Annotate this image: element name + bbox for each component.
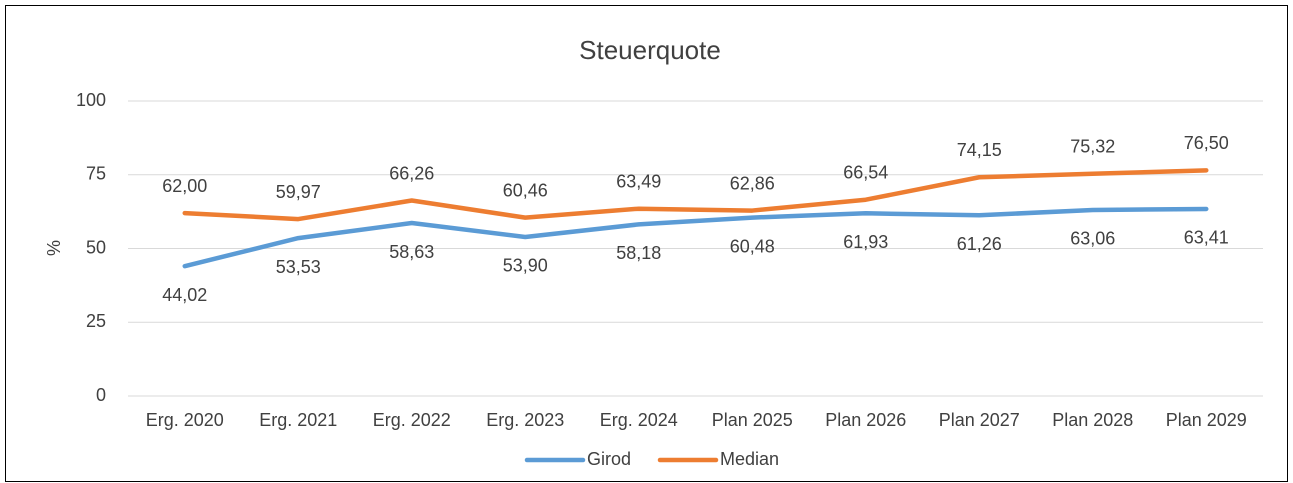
data-label: 62,86 (730, 173, 775, 193)
data-label: 58,63 (389, 242, 434, 262)
x-tick-label: Erg. 2020 (146, 410, 224, 430)
x-tick-label: Plan 2026 (825, 410, 906, 430)
x-tick-label: Erg. 2021 (259, 410, 337, 430)
data-label: 63,06 (1070, 229, 1115, 249)
data-label: 66,26 (389, 163, 434, 183)
y-axis-label: % (44, 240, 64, 256)
data-label: 53,53 (276, 257, 321, 277)
data-label: 61,93 (843, 232, 888, 252)
x-tick-label: Plan 2029 (1166, 410, 1247, 430)
data-label: 75,32 (1070, 137, 1115, 157)
x-tick-label: Plan 2025 (712, 410, 793, 430)
y-tick-label: 0 (96, 385, 106, 405)
data-label: 60,46 (503, 180, 548, 200)
x-tick-label: Plan 2028 (1052, 410, 1133, 430)
x-tick-label: Erg. 2024 (600, 410, 678, 430)
x-tick-label: Erg. 2023 (486, 410, 564, 430)
data-label: 59,97 (276, 182, 321, 202)
chart-title: Steuerquote (579, 35, 721, 65)
series-line (182, 168, 1209, 222)
chart-frame (5, 5, 1288, 482)
legend-label: Girod (587, 449, 631, 469)
data-label: 60,48 (730, 236, 775, 256)
y-tick-label: 50 (86, 237, 106, 257)
data-label: 61,26 (957, 234, 1002, 254)
data-label: 66,54 (843, 162, 888, 182)
data-label: 44,02 (162, 285, 207, 305)
data-label: 58,18 (616, 243, 661, 263)
data-label: 63,49 (616, 171, 661, 191)
legend-label: Median (720, 449, 779, 469)
data-label: 63,41 (1184, 228, 1229, 248)
data-label: 74,15 (957, 140, 1002, 160)
x-tick-label: Erg. 2022 (373, 410, 451, 430)
y-tick-label: 25 (86, 311, 106, 331)
x-tick-label: Plan 2027 (939, 410, 1020, 430)
series-line (182, 206, 1209, 269)
data-label: 62,00 (162, 176, 207, 196)
data-label: 53,90 (503, 256, 548, 276)
y-tick-label: 75 (86, 164, 106, 184)
data-label: 76,50 (1184, 133, 1229, 153)
y-tick-label: 100 (76, 90, 106, 110)
